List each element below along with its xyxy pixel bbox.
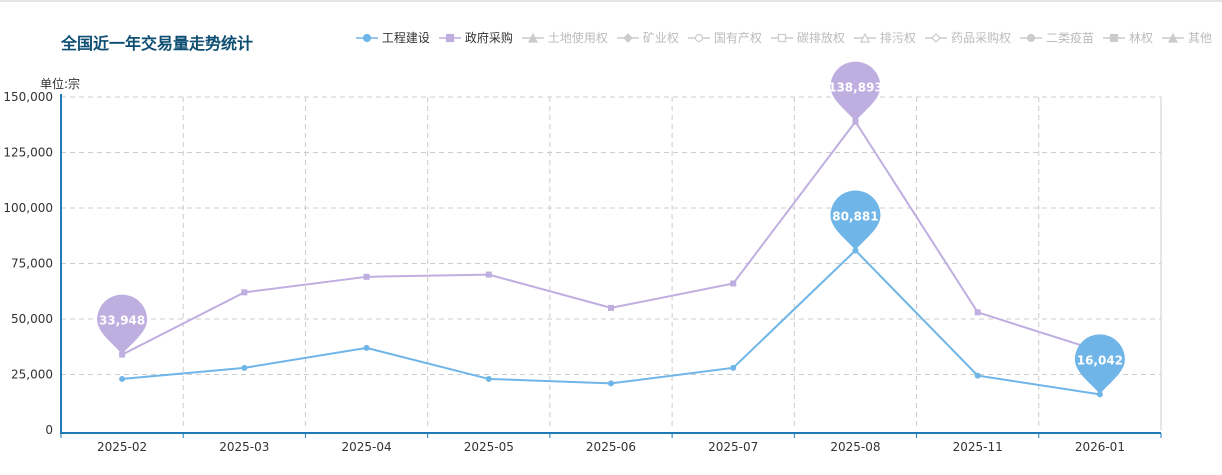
legend-label: 二类疫苗: [1045, 31, 1094, 45]
data-point[interactable]: [608, 304, 614, 311]
diamond-marker-icon: [616, 32, 639, 43]
empty-diamond-marker-icon: [924, 32, 947, 43]
pin-shape: [830, 190, 881, 251]
pin-label: 16,042: [1077, 353, 1123, 367]
legend-label: 药品采购权: [950, 31, 1011, 45]
x-tick-label: 2025-08: [830, 440, 880, 454]
legend-item[interactable]: 土地使用权: [521, 29, 608, 46]
y-tick-label: 25,000: [11, 368, 53, 382]
max-min-pin[interactable]: 80,881: [830, 190, 881, 251]
data-point[interactable]: [485, 271, 492, 278]
data-point[interactable]: [363, 344, 370, 351]
x-tick-label: 2025-06: [586, 440, 636, 454]
legend-label: 排污权: [879, 31, 916, 45]
empty-square-marker-icon: [770, 33, 793, 42]
data-point[interactable]: [119, 375, 126, 382]
data-point[interactable]: [241, 364, 248, 371]
legend-label: 土地使用权: [547, 31, 608, 45]
triangle-marker-icon: [521, 32, 544, 43]
max-min-pin[interactable]: 16,042: [1074, 334, 1125, 395]
circle-marker-icon: [1019, 33, 1042, 42]
data-point[interactable]: [974, 309, 981, 316]
x-tick-label: 2025-07: [708, 440, 758, 454]
empty-circle-marker-icon: [687, 33, 710, 42]
data-point[interactable]: [241, 289, 248, 296]
pin-label: 138,893: [828, 81, 883, 95]
series-line: [122, 249, 1101, 396]
legend-label: 国有产权: [713, 31, 762, 45]
legend-item[interactable]: 二类疫苗: [1019, 29, 1094, 46]
max-min-pin[interactable]: 33,948: [97, 294, 148, 355]
legend-label: 矿业权: [642, 31, 679, 45]
empty-triangle-marker-icon: [853, 32, 876, 43]
series-line: [121, 119, 1101, 356]
legend-item[interactable]: 药品采购权: [924, 29, 1011, 46]
data-point[interactable]: [974, 372, 981, 379]
y-tick-label: 0: [45, 423, 53, 437]
y-tick-label: 150,000: [3, 90, 53, 104]
circle-marker-icon: [355, 33, 378, 42]
pin-shape: [830, 61, 881, 122]
x-tick-label: 2025-03: [219, 440, 269, 454]
y-tick-label: 100,000: [3, 201, 53, 215]
legend-label: 工程建设: [381, 31, 430, 45]
max-min-pin[interactable]: 138,893: [828, 61, 883, 122]
pin-label: 33,948: [99, 314, 145, 328]
legend-item[interactable]: 政府采购: [438, 29, 513, 46]
legend-item[interactable]: 碳排放权: [770, 29, 845, 46]
x-tick-label: 2025-05: [464, 440, 514, 454]
x-tick-label: 2025-04: [341, 440, 391, 454]
legend-item[interactable]: 矿业权: [616, 29, 679, 46]
triangle-marker-icon: [1161, 32, 1184, 43]
data-point[interactable]: [608, 380, 614, 387]
legend-item[interactable]: 林权: [1102, 29, 1153, 46]
data-point[interactable]: [485, 375, 492, 382]
legend-item[interactable]: 其他: [1161, 29, 1212, 46]
legend-label: 碳排放权: [796, 31, 845, 45]
legend-label: 其他: [1187, 31, 1212, 45]
x-tick-label: 2026-01: [1075, 440, 1125, 454]
chart-legend: 工程建设 政府采购 土地使用权 矿业权 国有产权 碳排放权 排污权 药品采购权 二类疫苗 林权 其他: [347, 29, 1212, 46]
legend-item[interactable]: 排污权: [853, 29, 916, 46]
square-marker-icon: [1102, 33, 1125, 42]
y-tick-label: 75,000: [11, 257, 53, 271]
data-point[interactable]: [363, 273, 370, 280]
square-marker-icon: [438, 33, 461, 42]
legend-item[interactable]: 工程建设: [355, 29, 430, 46]
legend-label: 林权: [1128, 31, 1153, 45]
pin-shape: [97, 294, 148, 355]
pin-label: 80,881: [832, 209, 878, 223]
pin-shape: [1074, 334, 1125, 395]
y-tick-label: 50,000: [11, 312, 53, 326]
x-tick-label: 2025-11: [953, 440, 1003, 454]
legend-label: 政府采购: [464, 31, 513, 45]
x-tick-label: 2025-02: [97, 440, 147, 454]
y-tick-label: 125,000: [3, 146, 53, 160]
y-axis-unit-label: 单位:宗: [40, 77, 81, 91]
data-point[interactable]: [730, 364, 737, 371]
data-point[interactable]: [730, 280, 737, 287]
top-divider: [0, 0, 1222, 2]
legend-item[interactable]: 国有产权: [687, 29, 762, 46]
chart-title: 全国近一年交易量走势统计: [61, 34, 254, 53]
